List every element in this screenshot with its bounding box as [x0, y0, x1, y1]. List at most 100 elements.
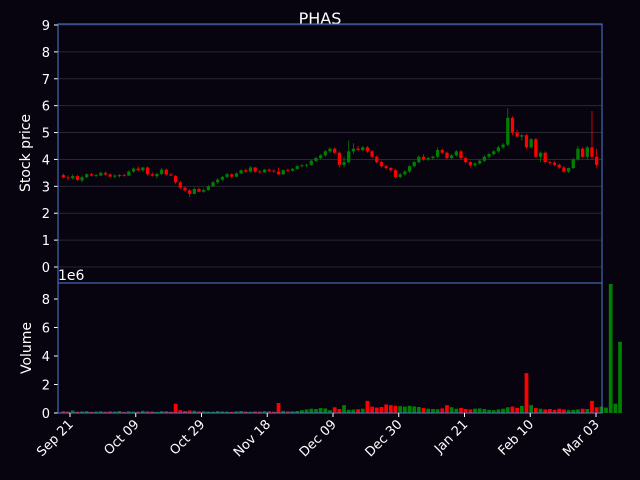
candle-body	[510, 117, 515, 133]
volume-bar	[440, 408, 445, 413]
candle-body	[108, 174, 112, 177]
candle	[398, 172, 402, 179]
candle	[230, 173, 234, 179]
candle-body	[478, 160, 482, 164]
candle-body	[220, 176, 225, 180]
candle-body	[435, 150, 440, 157]
volume-bar	[398, 406, 403, 413]
candle	[407, 164, 412, 173]
candle	[520, 133, 524, 141]
price-y-tick-label: 1	[42, 234, 50, 249]
volume-bar	[608, 284, 613, 413]
candle	[267, 168, 271, 173]
candle	[295, 164, 299, 170]
volume-bar	[183, 411, 187, 413]
volume-bar	[571, 409, 576, 413]
volume-bar	[388, 405, 393, 413]
candle	[216, 178, 220, 184]
x-axis: Sep 21 Oct 09 Oct 29 Nov 18 Dec 09 Dec 30 Jan …	[34, 413, 603, 460]
volume-bar	[491, 410, 496, 413]
candle-body	[248, 167, 253, 172]
candle	[361, 146, 365, 152]
volume-y-tick-label: 2	[42, 379, 50, 394]
volume-bar	[192, 410, 197, 413]
candle	[365, 146, 370, 153]
volume-panel-frame	[57, 282, 603, 414]
candle	[384, 164, 388, 170]
volume-bar	[220, 411, 225, 413]
volume-bar	[66, 411, 70, 413]
candle-body	[595, 156, 599, 165]
volume-bar	[300, 410, 304, 413]
candle	[333, 147, 337, 155]
candle	[562, 166, 566, 173]
candle-body	[216, 179, 220, 183]
x-tick-label: Sep 21	[34, 417, 77, 460]
volume-bar	[374, 407, 379, 413]
candle	[571, 158, 575, 169]
candle-body	[534, 139, 538, 157]
candle	[159, 168, 164, 176]
volume-bar	[342, 405, 346, 413]
candle-body	[66, 177, 70, 179]
candle	[290, 168, 295, 172]
volume-bar	[360, 408, 365, 413]
candle-body	[145, 167, 150, 175]
candle-body	[543, 152, 547, 163]
candle	[595, 148, 599, 168]
candle-body	[361, 147, 365, 151]
candle	[122, 173, 126, 177]
volume-bar	[515, 408, 520, 413]
candle-body	[234, 173, 239, 177]
volume-bar	[557, 408, 562, 413]
candle	[99, 171, 103, 177]
candle-body	[375, 156, 379, 163]
volume-bar	[482, 409, 487, 413]
candle	[323, 150, 327, 157]
candle	[557, 163, 561, 169]
candle	[534, 137, 538, 159]
volume-panel: 0 2 4 6 8 Volume 1e6 Sep 21 Oct 09 Oct 29 Nov 1…	[19, 268, 622, 460]
candle	[552, 160, 557, 167]
candle	[80, 175, 84, 183]
volume-bar	[426, 408, 431, 413]
candle	[412, 160, 416, 168]
volume-bar	[122, 411, 127, 413]
volume-bar	[585, 409, 590, 413]
candle-body	[356, 148, 360, 151]
candle-body	[421, 156, 426, 160]
candle	[580, 147, 585, 159]
candle-body	[370, 151, 374, 157]
volume-bar	[309, 408, 314, 413]
candle	[202, 188, 206, 193]
volume-bar	[140, 410, 145, 413]
candle-body	[262, 169, 267, 173]
candle-body	[267, 169, 271, 171]
volume-bar	[459, 408, 463, 413]
candle	[113, 174, 117, 179]
candle-body	[309, 160, 313, 165]
candle-body	[576, 148, 580, 160]
volume-bar	[229, 411, 234, 413]
candle	[211, 180, 215, 187]
candle-body	[431, 156, 435, 159]
candle-body	[127, 171, 131, 176]
volume-y-tick-label: 0	[42, 407, 50, 422]
candle	[145, 166, 150, 176]
price-y-tick-label: 5	[42, 127, 50, 142]
x-tick-label: Nov 18	[231, 417, 274, 460]
candle	[103, 171, 108, 176]
candle-body	[80, 177, 84, 181]
candle	[192, 187, 196, 195]
volume-bar	[384, 404, 389, 413]
volume-bar	[402, 406, 407, 413]
volume-bar	[108, 411, 112, 413]
candle-body	[379, 162, 384, 167]
candle-body	[487, 154, 491, 157]
x-tick-label: Mar 03	[560, 417, 603, 460]
candle-body	[164, 169, 168, 175]
candle-body	[417, 156, 421, 163]
volume-bar	[538, 408, 543, 413]
volume-bar	[449, 407, 454, 413]
candle-body	[169, 174, 173, 176]
